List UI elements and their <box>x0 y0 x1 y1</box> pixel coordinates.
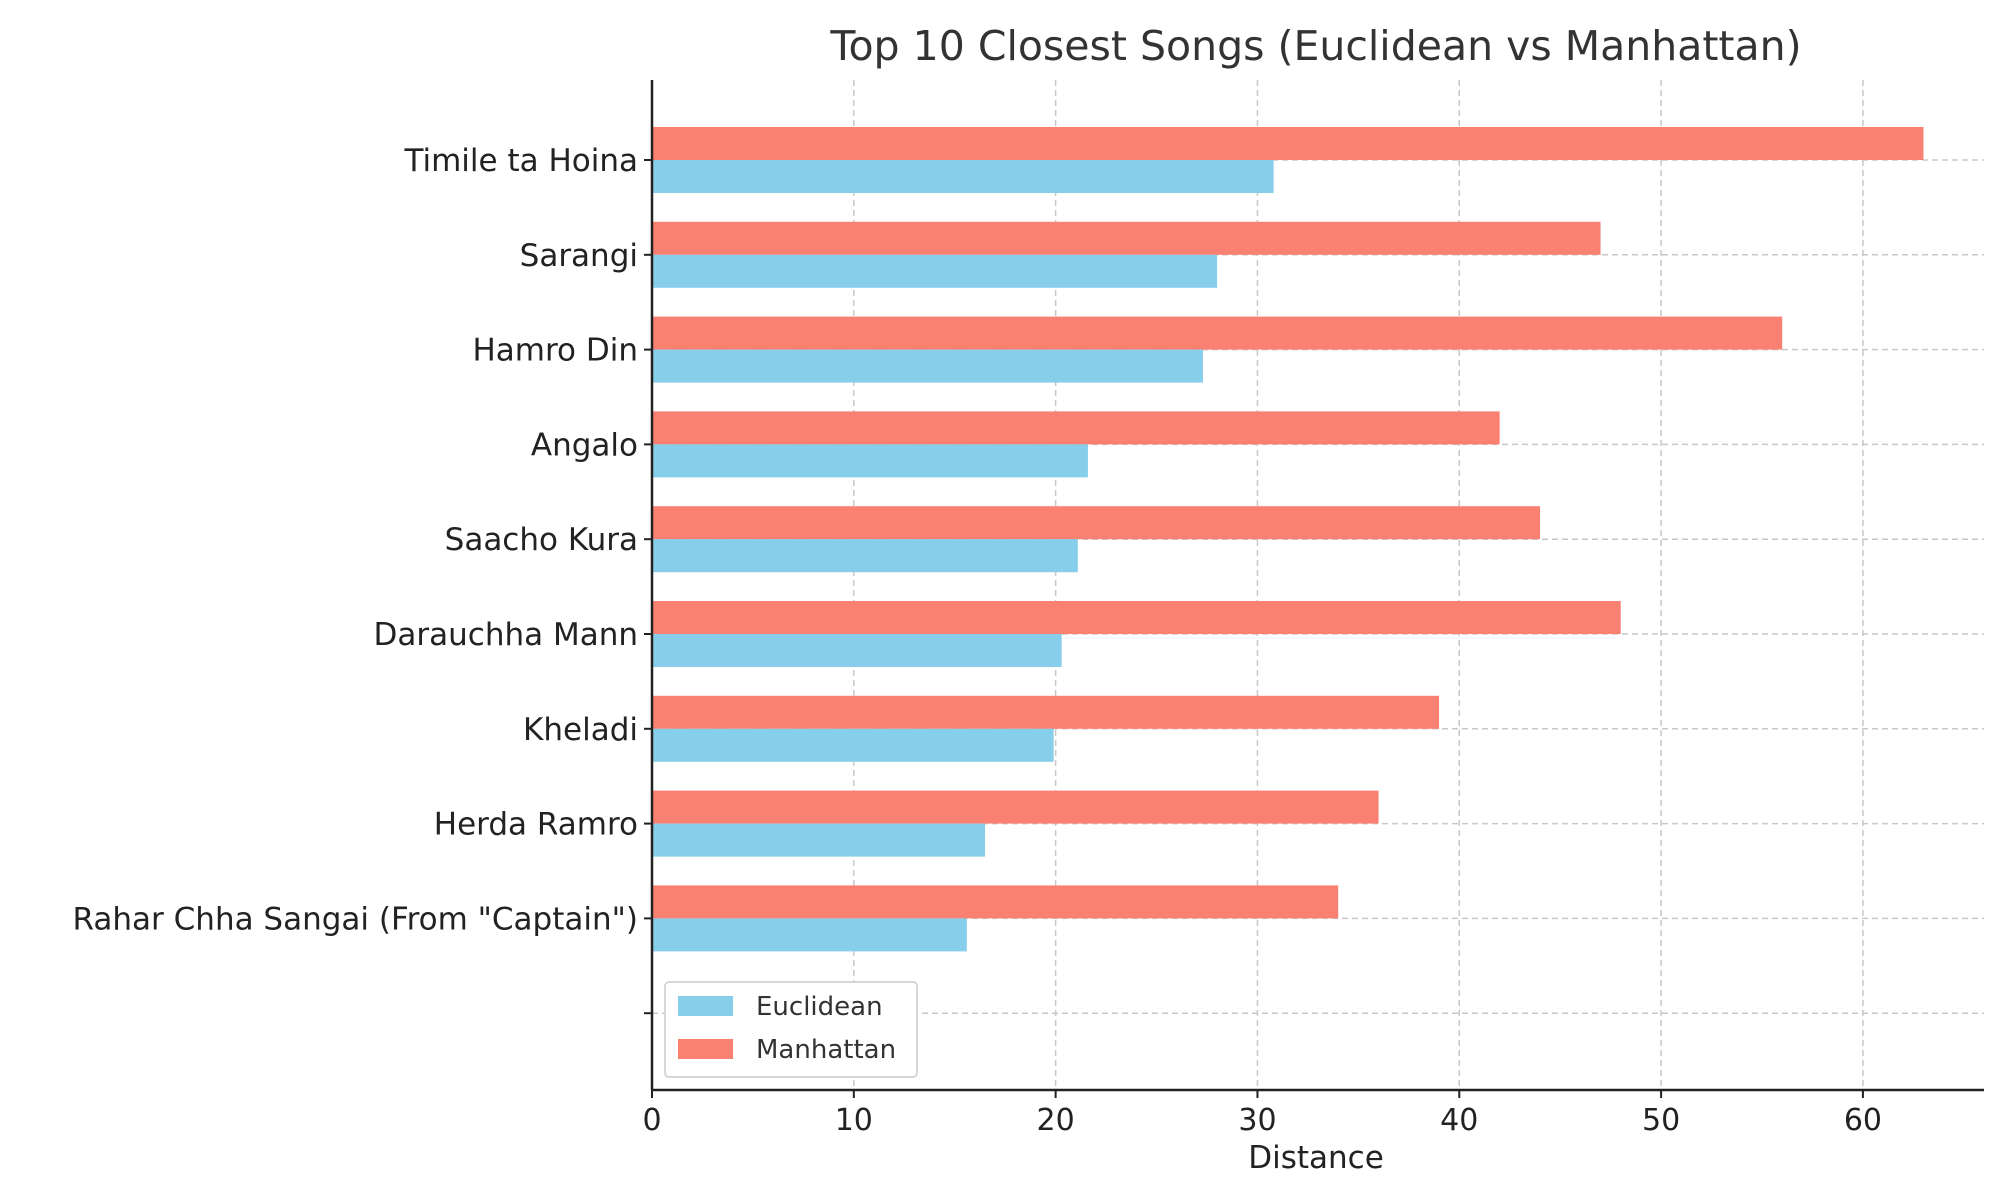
legend-swatch-manhattan <box>678 1039 733 1059</box>
bar-manhattan <box>652 411 1500 445</box>
y-tick-label: Rahar Chha Sangai (From "Captain") <box>73 901 638 937</box>
y-tick-label: Kheladi <box>523 712 638 748</box>
bar-euclidean <box>652 823 985 857</box>
y-tick-label: Herda Ramro <box>434 807 638 843</box>
bar-manhattan <box>652 601 1621 634</box>
legend-swatch-euclidean <box>678 996 733 1016</box>
x-axis-label: Distance <box>1248 1140 1384 1176</box>
bars <box>652 127 1924 952</box>
x-tick-label: 50 <box>1642 1103 1680 1138</box>
legend: Euclidean Manhattan <box>664 981 918 1078</box>
bar-euclidean <box>652 349 1203 383</box>
bar-manhattan <box>652 695 1440 729</box>
x-tick-label: 10 <box>835 1103 873 1138</box>
ticks: 0 10 20 30 40 50 60 Timile ta Hoina Sarangi Hamro… <box>73 143 1882 1138</box>
bar-euclidean <box>652 254 1218 288</box>
bar-euclidean <box>652 160 1274 193</box>
x-tick-label: 30 <box>1238 1103 1276 1138</box>
chart-title: Top 10 Closest Songs (Euclidean vs Manha… <box>829 22 1801 70</box>
y-tick-label: Sarangi <box>520 238 638 274</box>
y-tick-label: Timile ta Hoina <box>404 143 638 179</box>
bar-euclidean <box>652 634 1062 667</box>
bar-manhattan <box>652 506 1540 540</box>
x-tick-label: 40 <box>1440 1103 1478 1138</box>
bar-manhattan <box>652 790 1379 824</box>
bar-euclidean <box>652 539 1078 573</box>
x-tick-label: 60 <box>1844 1103 1882 1138</box>
x-tick-label: 0 <box>642 1103 661 1138</box>
y-tick-label: Hamro Din <box>472 333 638 369</box>
bar-euclidean <box>652 918 967 952</box>
bar-manhattan <box>652 221 1601 255</box>
bar-euclidean <box>652 444 1088 478</box>
axes <box>650 80 1984 1092</box>
x-tick-label: 20 <box>1037 1103 1075 1138</box>
y-tick-label: Darauchha Mann <box>374 617 638 653</box>
legend-label-euclidean: Euclidean <box>756 992 883 1022</box>
bar-manhattan <box>652 127 1924 160</box>
legend-label-manhattan: Manhattan <box>756 1035 896 1065</box>
bar-manhattan <box>652 885 1339 919</box>
bar-euclidean <box>652 728 1054 762</box>
y-tick-label: Saacho Kura <box>445 522 638 558</box>
bar-manhattan <box>652 316 1783 350</box>
y-tick-label: Angalo <box>531 427 638 463</box>
